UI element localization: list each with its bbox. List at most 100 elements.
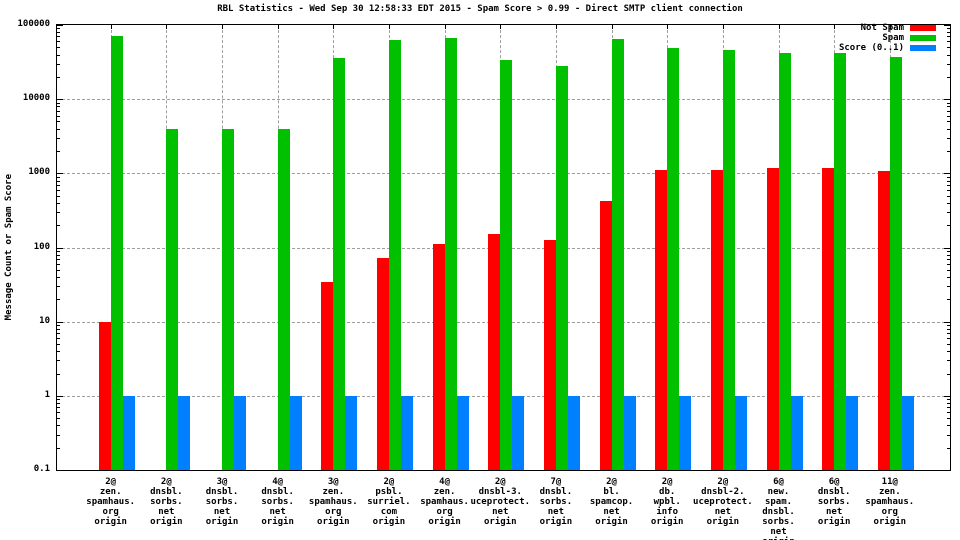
x-tick-label: 6@ dnsbl. sorbs. net origin	[804, 477, 864, 527]
x-tick-label-line: zen.	[433, 487, 456, 497]
y-major-tick	[944, 99, 950, 101]
y-minor-tick	[57, 407, 60, 409]
x-tick-label-line: origin	[94, 517, 127, 527]
y-minor-tick	[947, 277, 950, 278]
x-tick-label-line: origin	[483, 517, 517, 527]
x-tick-label-line: origin	[317, 517, 350, 527]
bar-not-spam	[710, 170, 723, 470]
x-tick	[889, 25, 891, 29]
x-tick-label-line: origin	[817, 517, 851, 527]
y-minor-tick	[947, 343, 950, 345]
y-major-tick	[57, 470, 63, 471]
y-minor-tick	[947, 176, 950, 178]
y-minor-tick	[947, 325, 950, 327]
bar-spam	[222, 129, 234, 470]
x-tick-label-line: dnsbl-3.	[478, 487, 522, 497]
plot-area	[56, 24, 951, 471]
x-tick-label-line: zen.	[878, 487, 901, 497]
x-tick-label: 3@ zen. spamhaus. org origin	[303, 477, 363, 527]
bar-spam	[778, 52, 791, 470]
x-tick-label-line: bl.	[603, 487, 620, 497]
y-minor-tick	[57, 277, 60, 278]
y-minor-tick	[57, 338, 60, 340]
x-tick-label-line: org	[102, 507, 119, 517]
x-tick-label-line: origin	[428, 517, 461, 527]
legend-swatch-not-spam	[910, 25, 936, 31]
chart-title: RBL Statistics - Wed Sep 30 12:58:33 EDT…	[217, 4, 743, 14]
bar-score-0-1	[846, 395, 859, 470]
bar-spam	[388, 40, 401, 470]
x-tick-label-line: spamhaus.	[86, 497, 136, 507]
x-tick-label-line: 6@	[773, 477, 784, 487]
y-minor-tick	[57, 54, 60, 56]
bar-not-spam	[376, 258, 389, 470]
legend-label: Score (0..1)	[838, 43, 904, 53]
y-tick-label: 1	[44, 389, 50, 400]
y-minor-tick	[57, 418, 60, 420]
y-minor-tick	[57, 110, 60, 112]
x-tick-label: 2@ zen. spamhaus. org origin	[81, 477, 141, 527]
x-tick-label: 2@ psbl. surriel. com origin	[359, 477, 419, 527]
bar-spam	[667, 47, 680, 470]
x-tick	[778, 25, 780, 29]
y-minor-tick	[947, 180, 950, 182]
x-tick	[500, 25, 502, 29]
x-tick-label-line: 3@	[216, 477, 228, 487]
y-tick-label: 10000	[22, 93, 50, 104]
x-tick-label-line: 2@	[717, 477, 729, 487]
x-tick-label-line: origin	[749, 537, 809, 540]
y-minor-tick	[947, 328, 950, 330]
y-minor-tick	[947, 63, 950, 65]
x-tick-label-line: origin	[539, 517, 573, 527]
x-tick-label-line: net	[158, 507, 175, 517]
x-tick-label: 4@ dnsbl. sorbs. net origin	[248, 477, 308, 527]
x-tick-label-line: 4@	[439, 477, 451, 487]
y-minor-tick	[57, 106, 60, 108]
y-minor-tick	[947, 407, 950, 409]
x-tick-label-line: 4@	[272, 477, 284, 487]
x-tick	[444, 25, 446, 29]
y-minor-tick	[947, 250, 950, 252]
y-minor-tick	[57, 28, 60, 30]
x-tick-label-line: spamhaus.	[420, 497, 469, 507]
x-tick-label-line: spamcop.	[589, 497, 634, 507]
x-tick-label-line: net	[603, 507, 620, 517]
bar-score-0-1	[122, 395, 135, 470]
y-minor-tick	[57, 115, 60, 117]
x-tick	[667, 25, 669, 29]
y-minor-tick	[57, 176, 60, 178]
y-minor-tick	[57, 328, 60, 330]
x-tick-label-line: 2@	[606, 477, 617, 487]
y-minor-tick	[947, 184, 950, 186]
legend: Not Spam Spam Score (0..1)	[839, 23, 936, 53]
y-minor-tick	[57, 373, 60, 375]
y-minor-tick	[57, 360, 60, 362]
y-minor-tick	[57, 447, 60, 449]
x-tick-label-line: sorbs.	[150, 497, 183, 507]
x-tick-label-line: net	[492, 507, 509, 517]
y-tick-label: 1000	[28, 167, 50, 178]
x-tick	[166, 25, 168, 29]
y-minor-tick	[947, 434, 950, 436]
y-minor-tick	[947, 333, 950, 335]
y-minor-tick	[57, 36, 60, 38]
bar-score-0-1	[734, 395, 747, 470]
y-minor-tick	[947, 225, 950, 227]
y-minor-tick	[947, 28, 950, 30]
y-minor-tick	[947, 412, 950, 414]
y-tick-label: 10	[39, 315, 50, 326]
y-major-tick	[57, 321, 63, 323]
x-tick	[277, 25, 279, 29]
y-tick-label: 100	[33, 241, 50, 252]
y-minor-tick	[947, 399, 950, 401]
bar-score-0-1	[178, 395, 191, 470]
y-minor-tick	[57, 343, 60, 345]
bar-spam	[277, 129, 290, 470]
y-minor-tick	[947, 258, 950, 260]
y-minor-tick	[947, 54, 950, 56]
x-tick-label-line: psbl.	[375, 487, 403, 497]
x-tick-label-line: info	[656, 507, 679, 517]
x-tick-label-line: org	[325, 507, 342, 517]
y-major-tick	[944, 321, 950, 323]
